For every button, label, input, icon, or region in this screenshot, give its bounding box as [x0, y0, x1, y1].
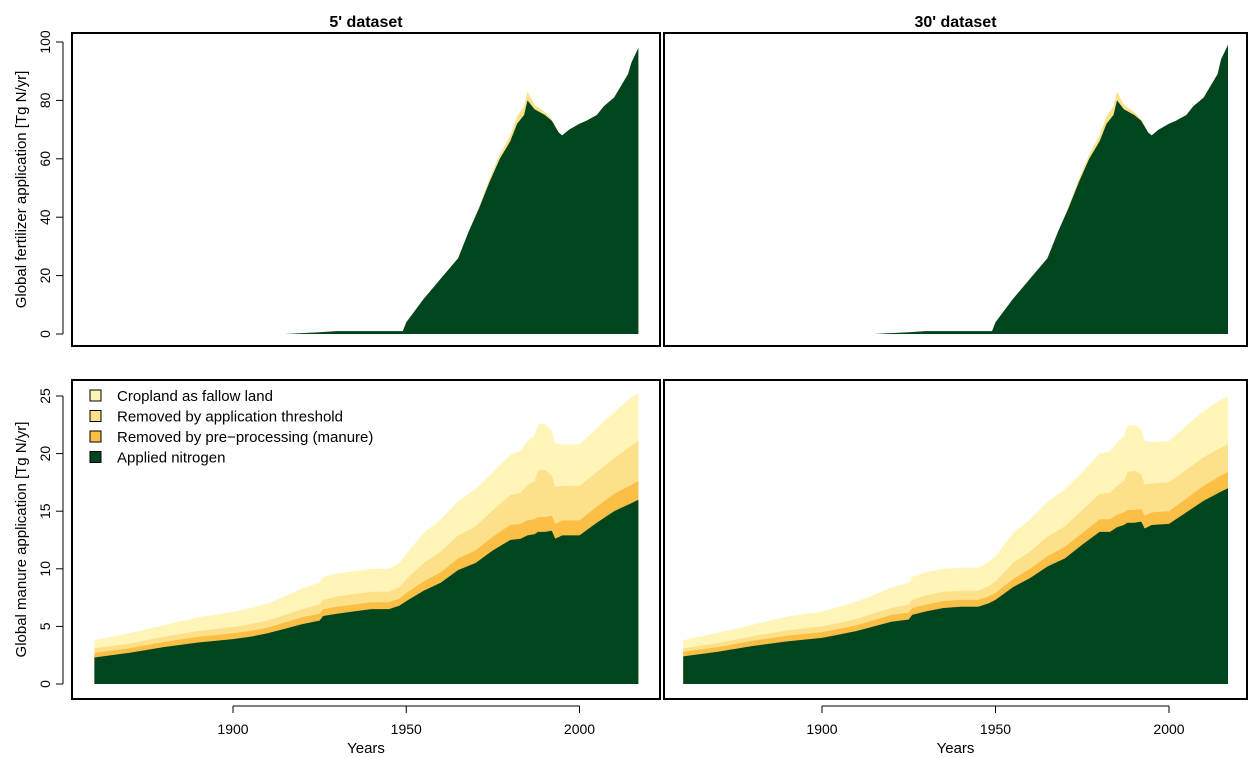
panel-frame — [663, 379, 1248, 700]
chart-legend: Cropland as fallow land Removed by applic… — [89, 388, 373, 467]
chart-panel-2: 0 5 10 15 20 25 Global manure application [Tg … — [13, 379, 661, 757]
legend-item: Removed by application threshold — [89, 409, 343, 426]
panel-title: 5' dataset — [329, 14, 403, 31]
y-tick-label: 20 — [37, 446, 53, 462]
x-tick-label: 1900 — [806, 721, 837, 737]
x-tick-label: 2000 — [564, 721, 595, 737]
chart-panel-1: 30' dataset — [663, 14, 1248, 347]
legend-swatch — [89, 410, 102, 422]
legend-label: Removed by application threshold — [117, 409, 343, 426]
legend-item: Applied nitrogen — [89, 450, 225, 467]
y-axis-title: Global manure application [Tg N/yr] — [13, 422, 30, 658]
y-tick-label: 60 — [37, 151, 53, 167]
y-tick-label: 40 — [37, 209, 53, 225]
y-tick-label: 0 — [37, 680, 53, 688]
area-applied-nitrogen — [874, 44, 1228, 335]
area-applied-nitrogen — [285, 47, 639, 335]
legend-swatch — [89, 451, 102, 463]
panel-frame — [71, 32, 661, 347]
x-tick-label: 1950 — [980, 721, 1011, 737]
x-axis-title: Years — [937, 740, 975, 757]
y-tick-label: 5 — [37, 622, 53, 630]
y-tick-label: 15 — [37, 503, 53, 519]
panel-frame — [71, 379, 661, 700]
x-axis-title: Years — [347, 740, 385, 757]
x-tick-label: 1900 — [217, 721, 248, 737]
area-applied-nitrogen — [683, 488, 1228, 684]
legend-item: Cropland as fallow land — [89, 388, 273, 405]
x-tick-label: 1950 — [391, 721, 422, 737]
legend-item: Removed by pre−processing (manure) — [89, 429, 373, 446]
legend-label: Cropland as fallow land — [117, 388, 273, 405]
legend-swatch — [89, 430, 102, 443]
legend-label: Applied nitrogen — [117, 450, 225, 467]
y-tick-label: 100 — [37, 30, 53, 54]
legend-label: Removed by pre−processing (manure) — [117, 429, 373, 446]
area-applied-nitrogen — [94, 499, 639, 684]
y-tick-label: 25 — [37, 388, 53, 404]
x-tick-label: 2000 — [1153, 721, 1184, 737]
y-tick-label: 80 — [37, 92, 53, 108]
y-tick-label: 10 — [37, 561, 53, 577]
y-tick-label: 20 — [37, 268, 53, 284]
y-axis-title: Global fertilizer application [Tg N/yr] — [13, 71, 30, 309]
panel-frame — [663, 32, 1248, 347]
legend-swatch — [89, 389, 102, 402]
chart-panel-3: 1900 1950 2000 Years — [663, 379, 1248, 757]
panel-title: 30' dataset — [914, 14, 997, 31]
y-tick-label: 0 — [37, 330, 53, 338]
chart-panel-0: 5' dataset 0 20 40 60 80 100 Global fertilizer … — [13, 14, 661, 347]
